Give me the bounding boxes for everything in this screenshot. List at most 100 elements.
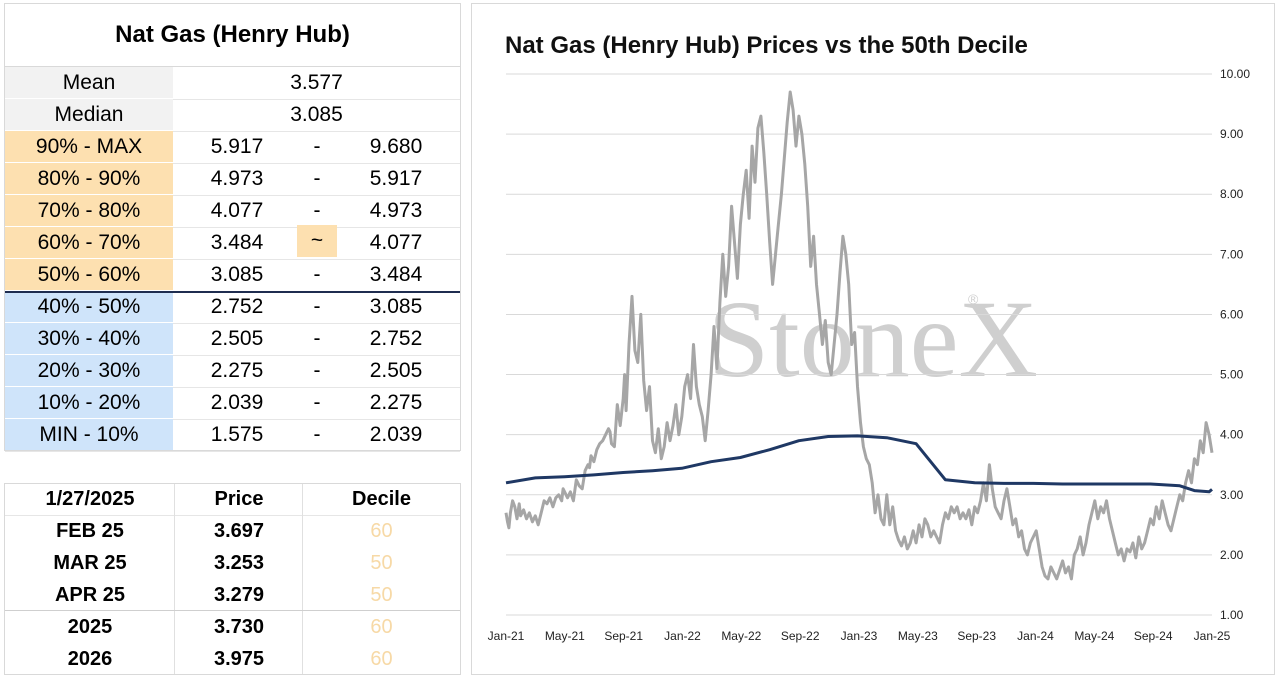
decile-label: 50% - 60% xyxy=(5,259,173,290)
y-tick-label: 9.00 xyxy=(1220,127,1244,141)
contract-decile: 50 xyxy=(370,552,393,574)
decile-high: 2.039 xyxy=(369,423,423,446)
decile-high: 4.973 xyxy=(369,199,423,222)
x-tick-label: Jan-21 xyxy=(488,629,525,643)
decile-high: 4.077 xyxy=(369,231,423,254)
x-tick-label: Sep-22 xyxy=(781,629,820,643)
decile-label: 30% - 40% xyxy=(5,323,173,354)
contract-row: FEB 25 3.697 60 xyxy=(5,516,460,547)
y-tick-label: 7.00 xyxy=(1220,247,1244,261)
decile-header: Decile xyxy=(352,488,411,510)
date-header: 1/27/2025 xyxy=(45,488,135,510)
stonex-watermark: StoneX xyxy=(708,278,1038,400)
contract-name: 2026 xyxy=(67,648,113,670)
decile-row: 30% - 40% 2.505 - 2.752 xyxy=(5,323,460,356)
contract-row: MAR 25 3.253 50 xyxy=(5,548,460,579)
contract-price: 3.697 xyxy=(213,520,265,542)
range-separator: - xyxy=(313,199,321,222)
decile-high: 9.680 xyxy=(369,135,423,158)
decile-low: 4.077 xyxy=(210,199,264,222)
decile-row: 70% - 80% 4.077 - 4.973 xyxy=(5,195,460,228)
price-header: Price xyxy=(214,488,264,510)
x-tick-label: Jan-25 xyxy=(1194,629,1231,643)
range-separator: - xyxy=(313,295,321,318)
decile-label: 90% - MAX xyxy=(5,131,173,162)
mean-row: Mean 3.577 xyxy=(5,67,460,100)
decile-low: 3.484 xyxy=(210,231,264,254)
median-decile-line xyxy=(505,434,1213,494)
decile-label: 10% - 20% xyxy=(5,387,173,418)
decile-low: 3.085 xyxy=(210,263,264,286)
decile-row: 80% - 90% 4.973 - 5.917 xyxy=(5,163,460,196)
decile-low: 5.917 xyxy=(210,135,264,158)
decile-row: 10% - 20% 2.039 - 2.275 xyxy=(5,387,460,420)
contract-decile: 60 xyxy=(370,520,393,542)
column-divider xyxy=(174,484,175,674)
contract-row: 2026 3.975 60 xyxy=(5,644,460,675)
decile-high: 5.917 xyxy=(369,167,423,190)
range-separator: - xyxy=(313,135,321,158)
range-separator: - xyxy=(313,391,321,414)
decile-label: 70% - 80% xyxy=(5,195,173,226)
range-separator: - xyxy=(313,423,321,446)
table-title: Nat Gas (Henry Hub) xyxy=(5,4,460,67)
median-row: Median 3.085 xyxy=(5,99,460,132)
decile-high: 2.752 xyxy=(369,327,423,350)
y-tick-label: 2.00 xyxy=(1220,548,1244,562)
x-tick-label: Jan-24 xyxy=(1017,629,1054,643)
contract-decile: 60 xyxy=(370,616,393,638)
median-value: 3.085 xyxy=(290,103,343,126)
contract-price: 3.253 xyxy=(213,552,265,574)
decile-row: 20% - 30% 2.275 - 2.505 xyxy=(5,355,460,388)
decile-row: 50% - 60% 3.085 - 3.484 xyxy=(5,259,460,292)
decile-label: 20% - 30% xyxy=(5,355,173,386)
decile-row: 40% - 50% 2.752 - 3.085 xyxy=(5,291,460,324)
contract-name: 2025 xyxy=(67,616,113,638)
decile-low: 2.505 xyxy=(210,327,264,350)
decile-table: Nat Gas (Henry Hub) Mean 3.577 Median 3.… xyxy=(4,3,461,452)
contract-row: APR 25 3.279 50 xyxy=(5,580,460,611)
y-tick-label: 4.00 xyxy=(1220,428,1244,442)
x-tick-label: May-23 xyxy=(898,629,938,643)
decile-label: 80% - 90% xyxy=(5,163,173,194)
decile-low: 2.039 xyxy=(210,391,264,414)
decile-label: MIN - 10% xyxy=(5,419,173,450)
contract-price: 3.730 xyxy=(213,616,265,638)
price-line xyxy=(504,90,1214,581)
x-tick-label: May-24 xyxy=(1074,629,1114,643)
contract-row: 2025 3.730 60 xyxy=(5,612,460,643)
decile-label: 60% - 70% xyxy=(5,227,173,258)
y-tick-label: 8.00 xyxy=(1220,187,1244,201)
range-separator: - xyxy=(313,167,321,190)
x-tick-label: Jan-22 xyxy=(664,629,701,643)
contract-decile: 60 xyxy=(370,648,393,670)
decile-row: 90% - MAX 5.917 - 9.680 xyxy=(5,131,460,164)
y-tick-label: 3.00 xyxy=(1220,488,1244,502)
chart-title: Nat Gas (Henry Hub) Prices vs the 50th D… xyxy=(505,32,1028,59)
y-tick-label: 1.00 xyxy=(1220,608,1244,622)
decile-low: 2.275 xyxy=(210,359,264,382)
contracts-header: 1/27/2025 Price Decile xyxy=(5,484,460,516)
median-label: Median xyxy=(5,99,173,130)
decile-high: 3.484 xyxy=(369,263,423,286)
decile-high: 2.505 xyxy=(369,359,423,382)
decile-label: 40% - 50% xyxy=(5,291,173,322)
decile-row: MIN - 10% 1.575 - 2.039 xyxy=(5,419,460,452)
decile-low: 1.575 xyxy=(210,423,264,446)
contracts-table: 1/27/2025 Price Decile FEB 25 3.697 60 MAR … xyxy=(4,483,461,675)
chart-panel: Nat Gas (Henry Hub) Prices vs the 50th D… xyxy=(471,3,1275,675)
x-tick-label: Sep-24 xyxy=(1134,629,1173,643)
mean-value: 3.577 xyxy=(290,71,343,94)
section-divider xyxy=(5,610,460,611)
column-divider xyxy=(302,484,303,674)
contract-name: MAR 25 xyxy=(53,552,127,574)
mean-label: Mean xyxy=(5,67,173,98)
decile-high: 3.085 xyxy=(369,295,423,318)
y-tick-label: 5.00 xyxy=(1220,368,1244,382)
contract-decile: 50 xyxy=(370,584,393,606)
range-separator: - xyxy=(313,263,321,286)
y-tick-label: 10.00 xyxy=(1220,67,1250,81)
x-tick-label: Sep-21 xyxy=(604,629,643,643)
decile-high: 2.275 xyxy=(369,391,423,414)
x-tick-label: Jan-23 xyxy=(841,629,878,643)
